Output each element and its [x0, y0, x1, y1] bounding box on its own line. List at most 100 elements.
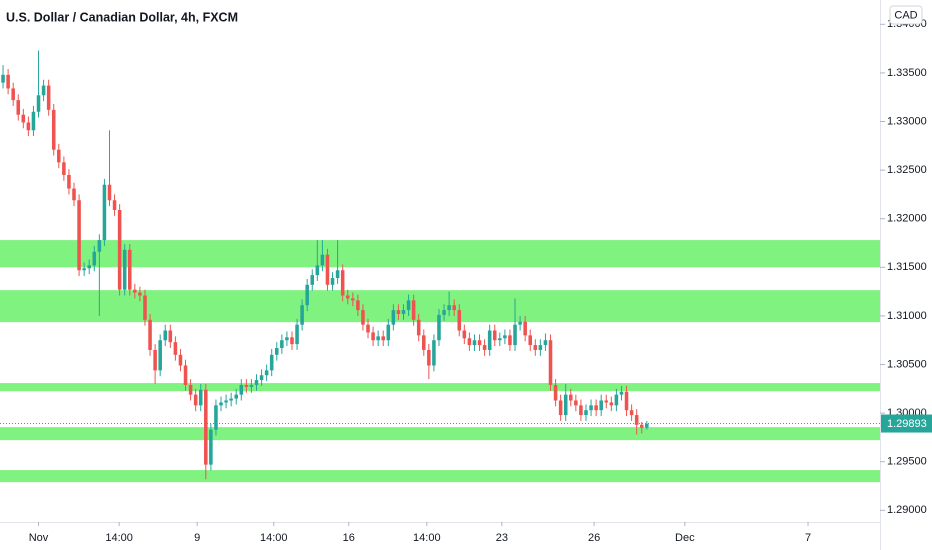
candle-body — [437, 314, 441, 341]
y-tick-label: 1.29000 — [887, 504, 927, 516]
candle-body — [609, 402, 614, 406]
x-tick-label: 9 — [194, 532, 200, 544]
candle-body — [457, 310, 462, 331]
candle-body — [219, 402, 223, 406]
y-tick-label: 1.29500 — [887, 456, 927, 468]
candle-body — [295, 324, 299, 345]
candle-body — [21, 114, 26, 123]
candle-body — [193, 394, 198, 406]
candle-body — [345, 295, 350, 299]
candle-body — [239, 384, 244, 395]
x-tick-label: Nov — [29, 532, 49, 544]
candle-body — [163, 330, 168, 341]
candle-body — [335, 270, 340, 279]
candle-body — [487, 330, 492, 350]
candle-body — [462, 330, 467, 339]
candle-body — [467, 338, 472, 346]
candle-body — [528, 335, 533, 346]
x-tick-label: 14:00 — [413, 532, 441, 544]
candles — [1, 50, 649, 480]
candle-body — [427, 349, 431, 366]
candle-body — [87, 265, 91, 269]
candle-body — [584, 410, 588, 416]
candle-body — [138, 292, 142, 296]
candle-body — [543, 340, 548, 346]
candle-body — [619, 391, 624, 395]
candle-body — [107, 184, 112, 201]
chart-title: U.S. Dollar / Canadian Dollar, 4h, FXCM — [6, 10, 238, 24]
candle-body — [447, 305, 451, 311]
candle-body — [442, 310, 446, 315]
candle-body — [41, 85, 46, 96]
candle-body — [11, 88, 15, 101]
candle-body — [422, 335, 426, 350]
candle-body — [391, 310, 396, 325]
candle-body — [381, 336, 385, 341]
candle-body — [330, 278, 335, 285]
candle-body — [416, 319, 421, 336]
candle-body — [148, 319, 152, 350]
y-tick-label: 1.31000 — [887, 310, 927, 322]
candle-body — [594, 405, 598, 411]
zone — [0, 240, 880, 268]
candle-body — [204, 389, 208, 465]
candle-body — [72, 188, 76, 201]
candle-body — [624, 391, 629, 411]
candle-body — [533, 345, 538, 350]
candle-body — [574, 400, 578, 406]
x-tick-label: 23 — [496, 532, 508, 544]
x-tick-label: 26 — [588, 532, 600, 544]
candle-body — [538, 345, 543, 350]
y-tick-label: 1.32000 — [887, 213, 927, 225]
candle-body — [356, 300, 360, 311]
candle-body — [229, 398, 233, 401]
candle-body — [634, 415, 639, 425]
candle-body — [305, 284, 309, 306]
candle-body — [67, 174, 71, 189]
candle-body — [264, 370, 269, 376]
candle-body — [452, 305, 456, 311]
currency-label[interactable]: CAD — [894, 9, 917, 21]
candle-body — [645, 423, 649, 428]
candle-body — [361, 310, 365, 325]
candle-body — [127, 249, 132, 290]
zones — [0, 240, 880, 483]
candle-body — [569, 394, 573, 401]
candle-body — [173, 342, 178, 355]
candle-body — [269, 354, 274, 371]
zone — [0, 470, 880, 483]
candle-body — [234, 394, 238, 399]
candle-body — [472, 340, 477, 346]
candle-body — [275, 348, 279, 355]
candle-body — [46, 85, 51, 110]
candle-body — [599, 400, 603, 411]
candle-body — [102, 184, 107, 241]
candle-body — [563, 394, 568, 416]
candle-body — [153, 349, 157, 371]
candle-body — [188, 384, 193, 395]
candle-body — [82, 268, 86, 271]
candle-body — [406, 300, 411, 311]
candle-body — [553, 384, 558, 401]
candle-body — [183, 365, 188, 385]
candle-body — [77, 200, 81, 271]
candle-body — [508, 335, 512, 346]
candle-body — [16, 100, 21, 115]
candle-body — [498, 338, 502, 341]
candle-body — [315, 265, 320, 276]
candle-body — [639, 424, 644, 428]
currency-button[interactable] — [889, 5, 923, 25]
candle-body — [168, 330, 173, 343]
candle-body — [31, 111, 36, 131]
last-price-box — [881, 414, 932, 433]
candle-body — [482, 345, 487, 350]
candle-body — [244, 384, 249, 387]
candle-body — [143, 295, 147, 320]
y-tick-label: 1.33500 — [887, 67, 927, 79]
y-tick-label: 1.33000 — [887, 115, 927, 127]
candle-body — [351, 298, 355, 301]
candle-body — [36, 95, 41, 112]
candle-body — [548, 340, 553, 385]
candle-body — [198, 389, 203, 406]
